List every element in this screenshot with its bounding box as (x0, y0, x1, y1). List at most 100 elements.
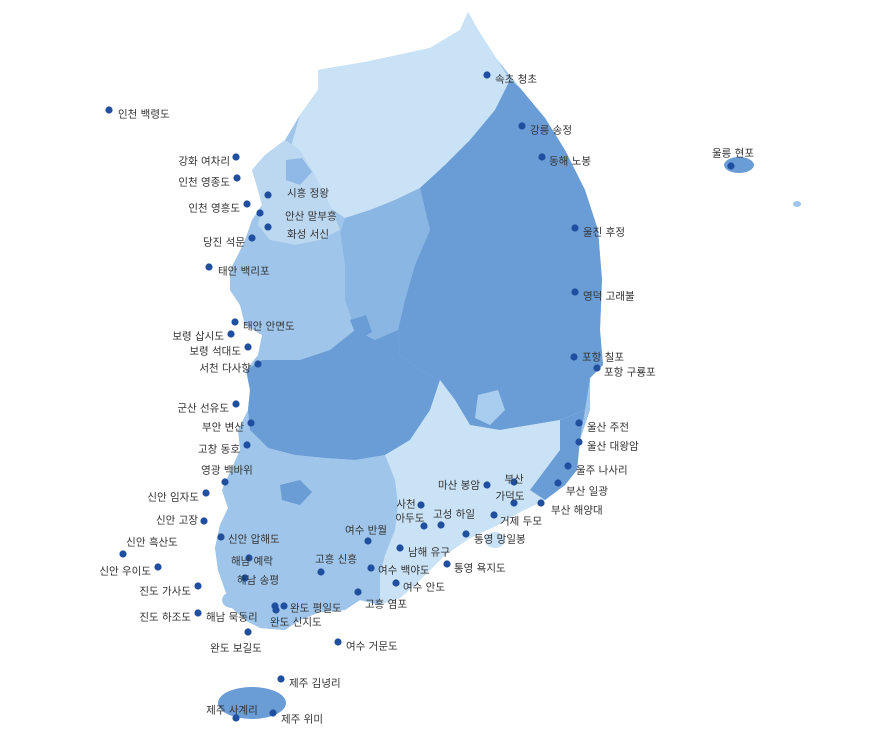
station-marker-icon[interactable] (232, 153, 240, 161)
station-marker-icon[interactable] (538, 153, 546, 161)
station-s42[interactable]: 통영 망일봉 (462, 530, 526, 546)
station-marker-icon[interactable] (194, 609, 202, 617)
station-s60[interactable]: 제주 김녕리 (277, 675, 341, 690)
station-s44[interactable]: 남해 유구 (396, 544, 450, 559)
station-marker-icon[interactable] (243, 441, 251, 449)
station-marker-icon[interactable] (483, 71, 491, 79)
station-s38[interactable]: 거제 두모 (490, 511, 542, 528)
station-s03[interactable]: 강릉 송정 (518, 122, 572, 137)
station-marker-icon[interactable] (334, 638, 342, 646)
station-s16[interactable]: 태안 안면도 (231, 318, 295, 333)
station-marker-icon[interactable] (269, 709, 277, 717)
station-marker-icon[interactable] (247, 419, 255, 427)
station-marker-icon[interactable] (205, 263, 213, 271)
station-s32[interactable]: 신안 임자도 (147, 489, 210, 504)
station-s05[interactable]: 강화 여차리 (178, 153, 240, 168)
station-s36[interactable]: 아두도 (396, 513, 428, 530)
station-s24[interactable]: 울산 주전 (575, 419, 629, 434)
station-marker-icon[interactable] (364, 537, 372, 545)
station-marker-icon[interactable] (437, 521, 445, 529)
station-s41[interactable]: 여수 반월 (345, 525, 387, 545)
station-marker-icon[interactable] (272, 606, 280, 614)
station-marker-icon[interactable] (593, 364, 601, 372)
station-marker-icon[interactable] (571, 288, 579, 296)
station-marker-icon[interactable] (241, 574, 249, 582)
station-s11[interactable]: 화성 서신 (264, 223, 329, 241)
station-s53[interactable]: 고흥 염포 (354, 588, 407, 611)
station-marker-icon[interactable] (483, 481, 491, 489)
station-marker-icon[interactable] (518, 122, 526, 130)
station-marker-icon[interactable] (200, 517, 208, 525)
station-marker-icon[interactable] (233, 174, 241, 182)
station-s47[interactable]: 신안 우이도 (99, 563, 162, 578)
station-s54[interactable]: 완도 평일도 (280, 602, 342, 615)
station-s25[interactable]: 고창 동호 (198, 441, 251, 456)
station-s10[interactable]: 안산 말부흥 (256, 209, 337, 223)
station-s26[interactable]: 울산 대왕암 (575, 438, 639, 453)
station-marker-icon[interactable] (570, 353, 578, 361)
station-s09[interactable]: 인천 영흥도 (188, 200, 251, 215)
station-marker-icon[interactable] (119, 550, 127, 558)
station-s15[interactable]: 영덕 고래불 (571, 288, 635, 303)
station-marker-icon[interactable] (537, 499, 545, 507)
station-marker-icon[interactable] (248, 234, 256, 242)
station-s55[interactable]: 진도 하조도 (139, 609, 202, 624)
station-marker-icon[interactable] (462, 530, 470, 538)
station-s61[interactable]: 제주 사계리 (206, 705, 258, 722)
station-s45[interactable]: 해남 예락 (231, 554, 273, 568)
station-s19[interactable]: 서천 다사항 (199, 360, 262, 375)
station-marker-icon[interactable] (264, 223, 272, 231)
station-s22[interactable]: 군산 선유도 (177, 400, 240, 415)
station-marker-icon[interactable] (243, 200, 251, 208)
station-marker-icon[interactable] (280, 602, 288, 610)
station-s27[interactable]: 영광 백바위 (201, 464, 253, 486)
station-s29[interactable]: 마산 봉암 (438, 480, 491, 492)
station-marker-icon[interactable] (490, 511, 498, 519)
station-marker-icon[interactable] (202, 489, 210, 497)
station-marker-icon[interactable] (256, 209, 264, 217)
station-marker-icon[interactable] (227, 330, 235, 338)
station-s13[interactable]: 울진 후정 (571, 224, 625, 239)
station-s31[interactable]: 부산 일광 (554, 479, 608, 498)
station-s28[interactable]: 울주 나사리 (564, 462, 628, 477)
station-marker-icon[interactable] (221, 478, 229, 486)
station-marker-icon[interactable] (564, 462, 572, 470)
station-s07[interactable]: 인천 영종도 (178, 174, 241, 189)
station-s08[interactable]: 시흥 정왕 (264, 187, 329, 200)
station-marker-icon[interactable] (244, 343, 252, 351)
station-marker-icon[interactable] (420, 522, 428, 530)
station-marker-icon[interactable] (245, 554, 253, 562)
station-s20[interactable]: 포항 칠포 (570, 352, 624, 364)
station-s23[interactable]: 부안 변산 (202, 419, 255, 434)
station-s43[interactable]: 신안 흑산도 (119, 536, 178, 558)
station-s34[interactable]: 사천 (396, 499, 425, 511)
station-marker-icon[interactable] (105, 106, 113, 114)
station-s02[interactable]: 인천 백령도 (105, 106, 170, 121)
station-s59[interactable]: 여수 거문도 (334, 638, 398, 653)
station-s40[interactable]: 신안 압해도 (217, 533, 280, 546)
station-s21[interactable]: 포항 구룡포 (593, 364, 656, 379)
station-marker-icon[interactable] (510, 478, 518, 486)
station-marker-icon[interactable] (554, 479, 562, 487)
station-s30[interactable]: 부산 (504, 474, 524, 486)
station-s12[interactable]: 당진 석문 (203, 234, 256, 249)
station-marker-icon[interactable] (571, 224, 579, 232)
station-s52[interactable]: 여수 안도 (392, 579, 445, 594)
station-marker-icon[interactable] (317, 568, 325, 576)
station-s04[interactable]: 울릉 현포 (712, 148, 754, 170)
station-s01[interactable]: 속초 청초 (483, 71, 537, 86)
station-s18[interactable]: 보령 석대도 (189, 343, 252, 358)
station-marker-icon[interactable] (232, 400, 240, 408)
station-s58[interactable]: 완도 보길도 (210, 628, 262, 655)
station-marker-icon[interactable] (417, 501, 425, 509)
station-s62[interactable]: 제주 위미 (269, 709, 323, 726)
station-s51[interactable]: 진도 가사도 (139, 582, 202, 598)
station-marker-icon[interactable] (154, 563, 162, 571)
station-marker-icon[interactable] (396, 544, 404, 552)
station-s17[interactable]: 보령 삽시도 (172, 330, 235, 343)
station-marker-icon[interactable] (367, 564, 375, 572)
station-marker-icon[interactable] (244, 628, 252, 636)
station-marker-icon[interactable] (194, 582, 202, 590)
station-s06[interactable]: 동해 노봉 (538, 153, 591, 168)
station-s35[interactable]: 부산 해양대 (537, 499, 603, 517)
